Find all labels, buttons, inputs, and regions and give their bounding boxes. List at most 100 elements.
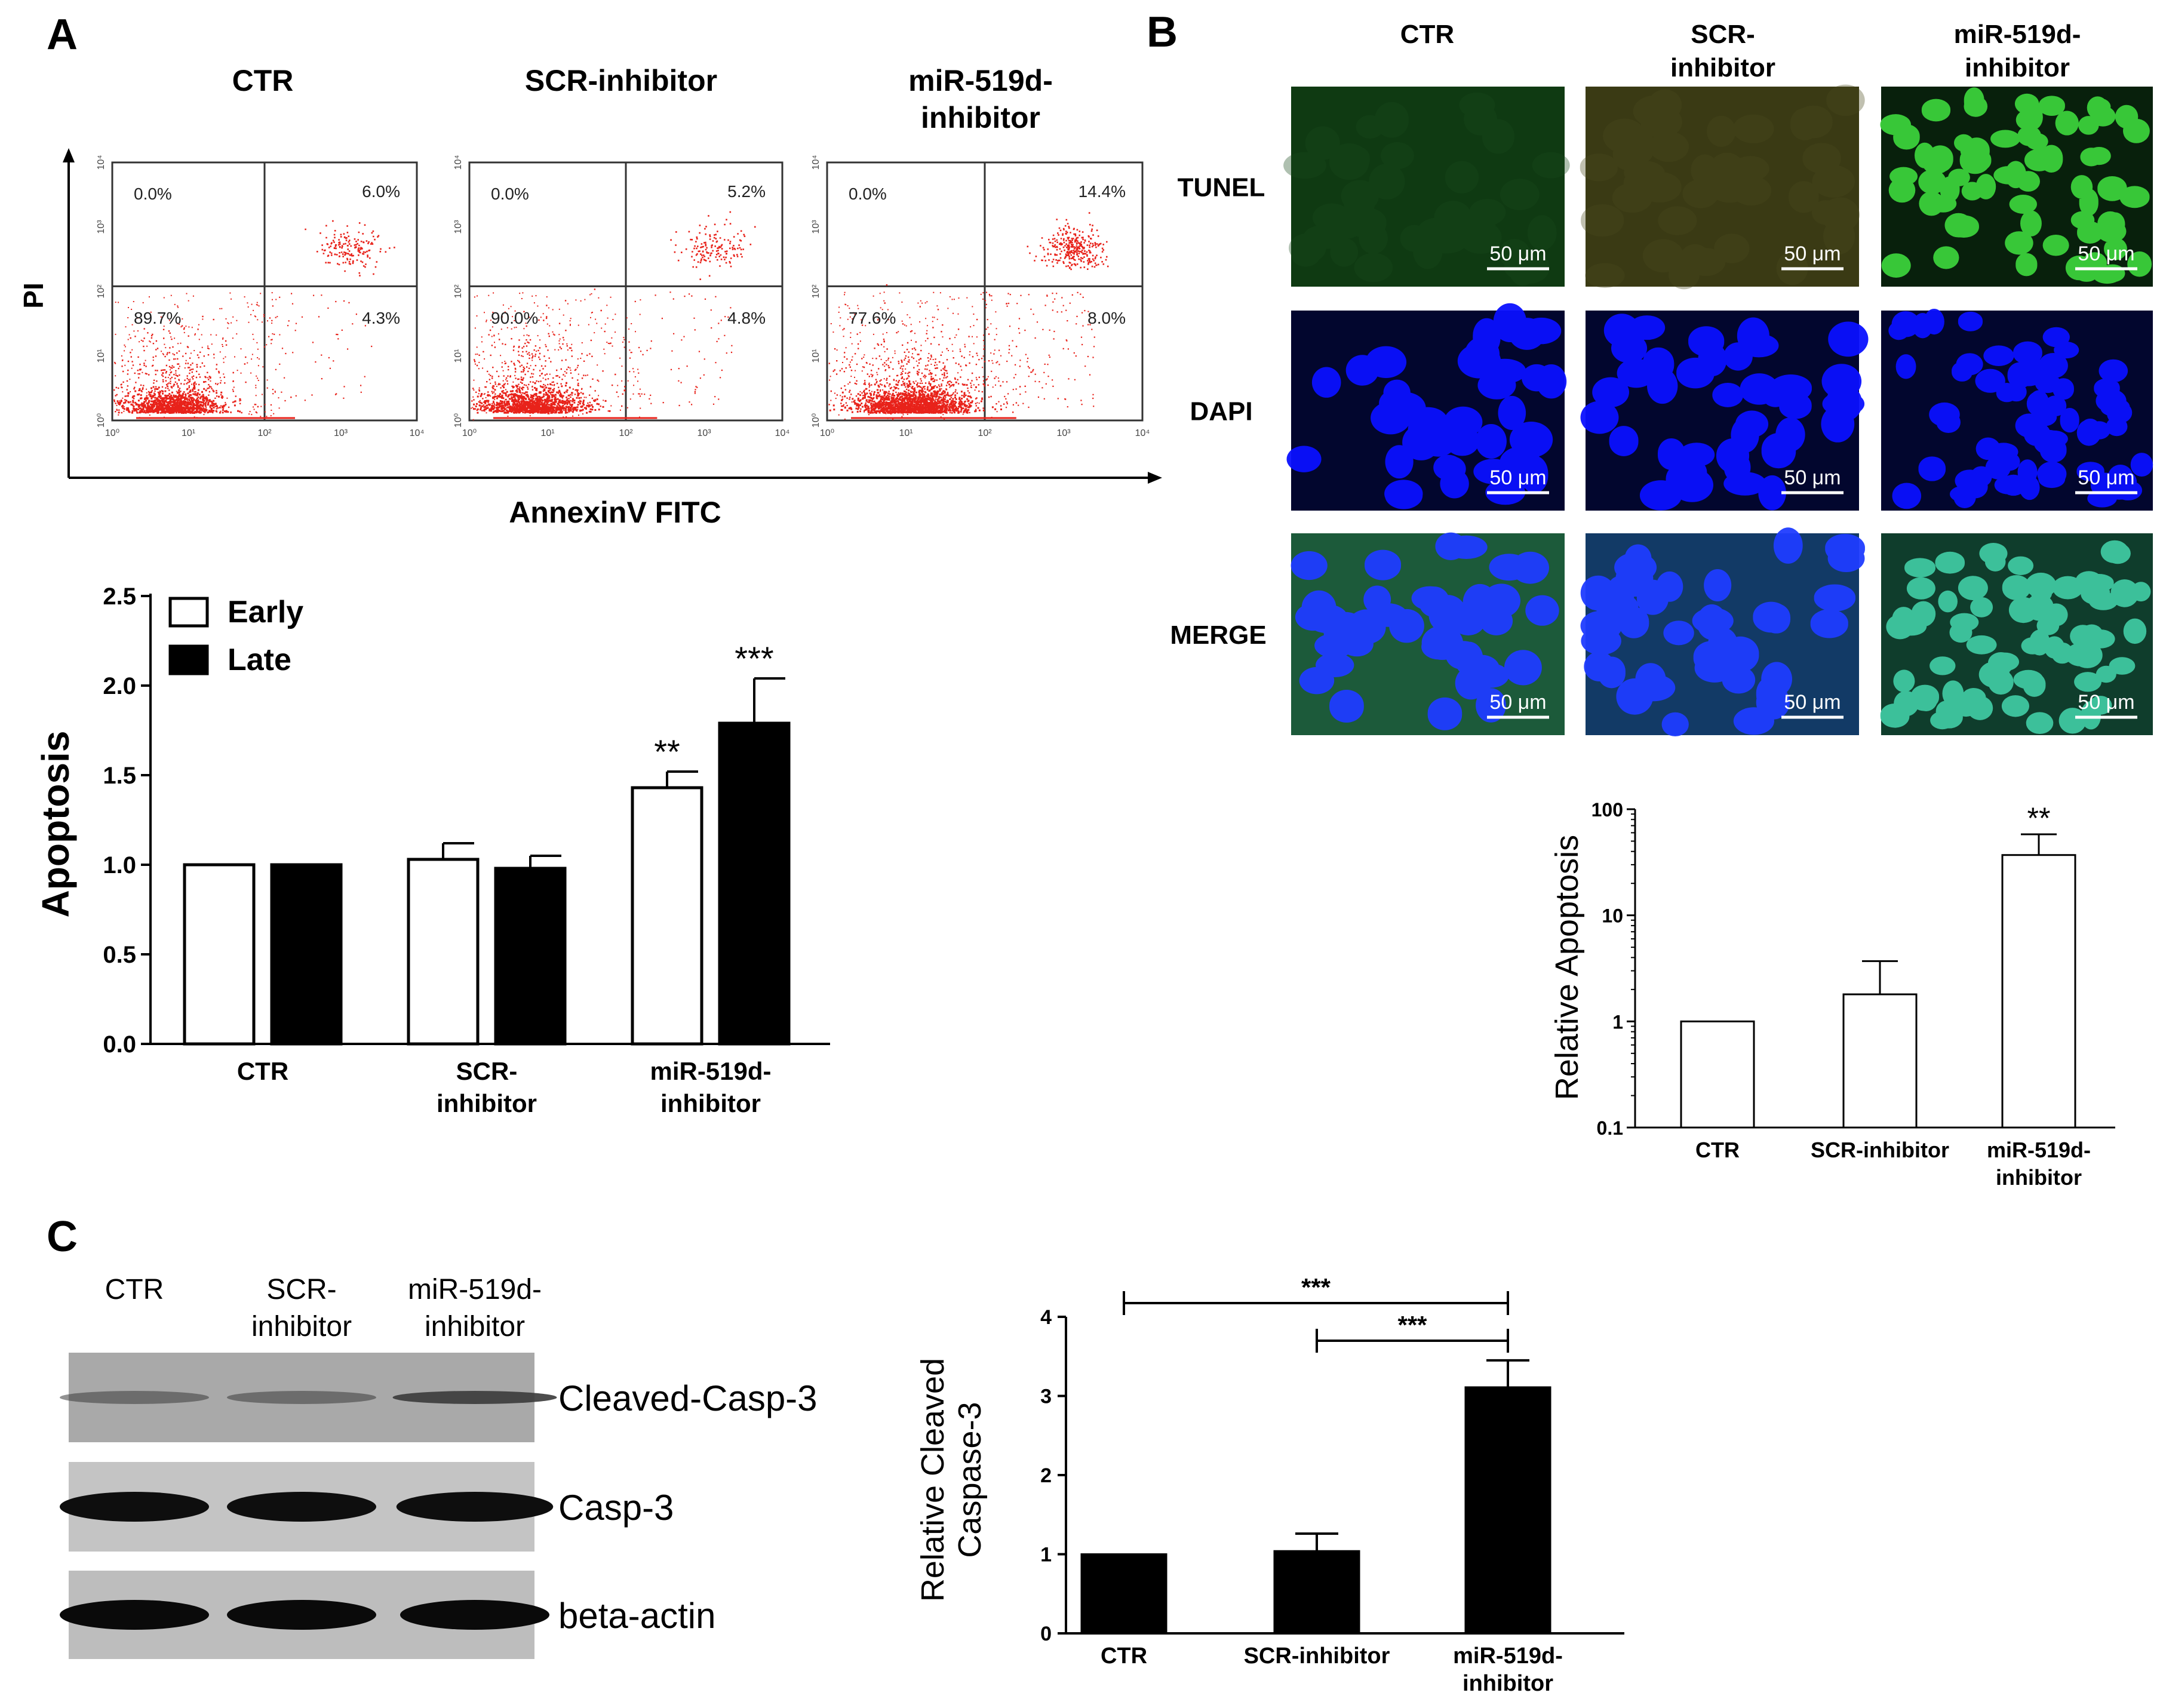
micro-column-header: inhibitor [1965,53,2070,82]
blot-band [60,1492,209,1522]
y-tick-label: 0.0 [103,1031,136,1058]
bar [1080,1553,1167,1635]
legend-label: Late [228,643,291,677]
lane-label: inhibitor [425,1311,525,1343]
flow-y-tick: 10³ [96,220,106,234]
micro-row-label: DAPI [1190,397,1252,426]
flow-y-tick: 10³ [453,220,463,234]
flow-x-tick: 10³ [334,428,348,438]
y-axis-label: Caspase-3 [952,1402,988,1558]
flow-y-tick: 10⁴ [96,155,106,170]
flow-event-dots [113,220,395,419]
band-label: Casp-3 [558,1488,674,1528]
flow-x-tick: 10³ [697,428,711,438]
flow-plot-title: CTR [232,64,294,97]
flow-x-tick: 10⁰ [105,428,119,438]
bar-late [494,867,567,1046]
flow-x-tick: 10² [978,428,992,438]
blot-band [227,1600,376,1630]
quadrant-lr-percent: 8.0% [1087,309,1126,327]
flow-x-tick: 10¹ [899,428,912,438]
x-category-label: inhibitor [1463,1671,1553,1696]
y-tick-label: 2.5 [103,583,136,610]
y-tick-label: 2 [1040,1464,1052,1487]
micro-image-background [1586,87,1859,287]
y-tick-label: 3 [1040,1386,1052,1408]
flow-x-tick: 10⁴ [775,428,790,438]
flow-y-tick: 10² [96,284,106,299]
scale-bar-label: 50 μm [1489,242,1546,265]
y-tick-label: 1 [1040,1544,1052,1566]
legend-swatch [168,597,209,628]
micro-image-background [1291,87,1565,287]
micro-nuclei [1880,540,2151,734]
flow-x-tick: 10⁴ [1135,428,1150,438]
bar [1464,1386,1551,1635]
bar-early [631,786,703,1046]
x-category-label: CTR [1101,1644,1147,1669]
significance-marker: *** [735,640,773,677]
micro-image: 50 μm [1286,303,1567,511]
flow-y-tick: 10¹ [811,349,821,363]
flow-y-tick: 10² [453,284,463,299]
y-tick-label: 10 [1602,905,1623,927]
blot-band [60,1600,209,1630]
x-category-label: SCR-inhibitor [1811,1138,1949,1162]
y-tick-label: 2.0 [103,673,136,699]
bar-early [183,863,256,1046]
x-category-label: miR-519d- [1453,1644,1563,1669]
quadrant-ul-percent: 0.0% [849,185,887,203]
quadrant-ll-percent: 90.0% [491,309,538,327]
scale-bar-label: 50 μm [1784,242,1841,265]
bar-late [718,721,791,1046]
quadrant-ur-percent: 5.2% [727,182,766,201]
y-tick-label: 0.5 [103,942,136,968]
x-category-label: miR-519d- [650,1057,771,1085]
flow-x-tick: 10¹ [540,428,554,438]
flow-x-tick: 10¹ [182,428,195,438]
x-category-label: inhibitor [660,1089,761,1117]
lane-label: miR-519d- [408,1274,542,1305]
significance-marker: ** [2027,801,2051,835]
flow-y-tick: 10⁰ [96,413,106,428]
flow-x-tick: 10⁰ [820,428,834,438]
flow-cytometry: PI AnnexinV FITC CTR10⁰10⁰10¹10¹10²10²10… [18,64,1162,529]
relative-apoptosis-chart: 0.1 1 10 100 Relative Apoptosis ** CTR SCR-inhi… [1549,799,2115,1190]
lane-label: CTR [105,1274,164,1305]
x-category-label: inhibitor [1996,1165,2082,1190]
bar [1273,1550,1360,1635]
micro-nuclei [1580,314,1869,511]
blot-band [400,1600,549,1630]
flow-x-tick: 10³ [1056,428,1071,438]
x-category-label: inhibitor [437,1089,537,1117]
quadrant-ur-percent: 14.4% [1079,182,1126,201]
scale-bar-label: 50 μm [1784,466,1841,489]
flow-y-tick: 10² [811,284,821,299]
x-category-label: SCR-inhibitor [1244,1644,1390,1669]
quadrant-ul-percent: 0.0% [134,185,172,203]
flow-y-tick: 10¹ [96,349,106,363]
flow-y-tick: 10¹ [453,349,463,363]
y-tick-label: 1.5 [103,763,136,789]
flow-y-tick: 10⁴ [453,155,463,170]
y-tick-label: 0.1 [1597,1117,1623,1139]
micro-column-header: SCR- [1691,20,1755,49]
flow-x-tick: 10⁰ [462,428,477,438]
quadrant-lr-percent: 4.8% [727,309,766,327]
blot-strip: beta-actin [60,1571,716,1659]
significance-marker: ** [654,733,680,770]
flow-plot-title: miR-519d- [908,64,1053,97]
quadrant-ll-percent: 77.6% [849,309,896,327]
y-tick-label: 1 [1612,1011,1623,1033]
micro-nuclei [1283,92,1570,286]
micro-image: 50 μm [1880,533,2153,735]
blot-strip: Cleaved-Casp-3 [60,1353,818,1442]
micro-nuclei [1880,87,2152,284]
flow-x-tick: 10⁴ [410,428,425,438]
panel-letter-c: C [47,1213,78,1261]
micro-nuclei [1888,308,2153,509]
y-axis-label: Relative Cleaved [915,1358,951,1602]
y-axis-label: Relative Apoptosis [1549,835,1585,1100]
flow-plot-title: inhibitor [921,101,1040,134]
